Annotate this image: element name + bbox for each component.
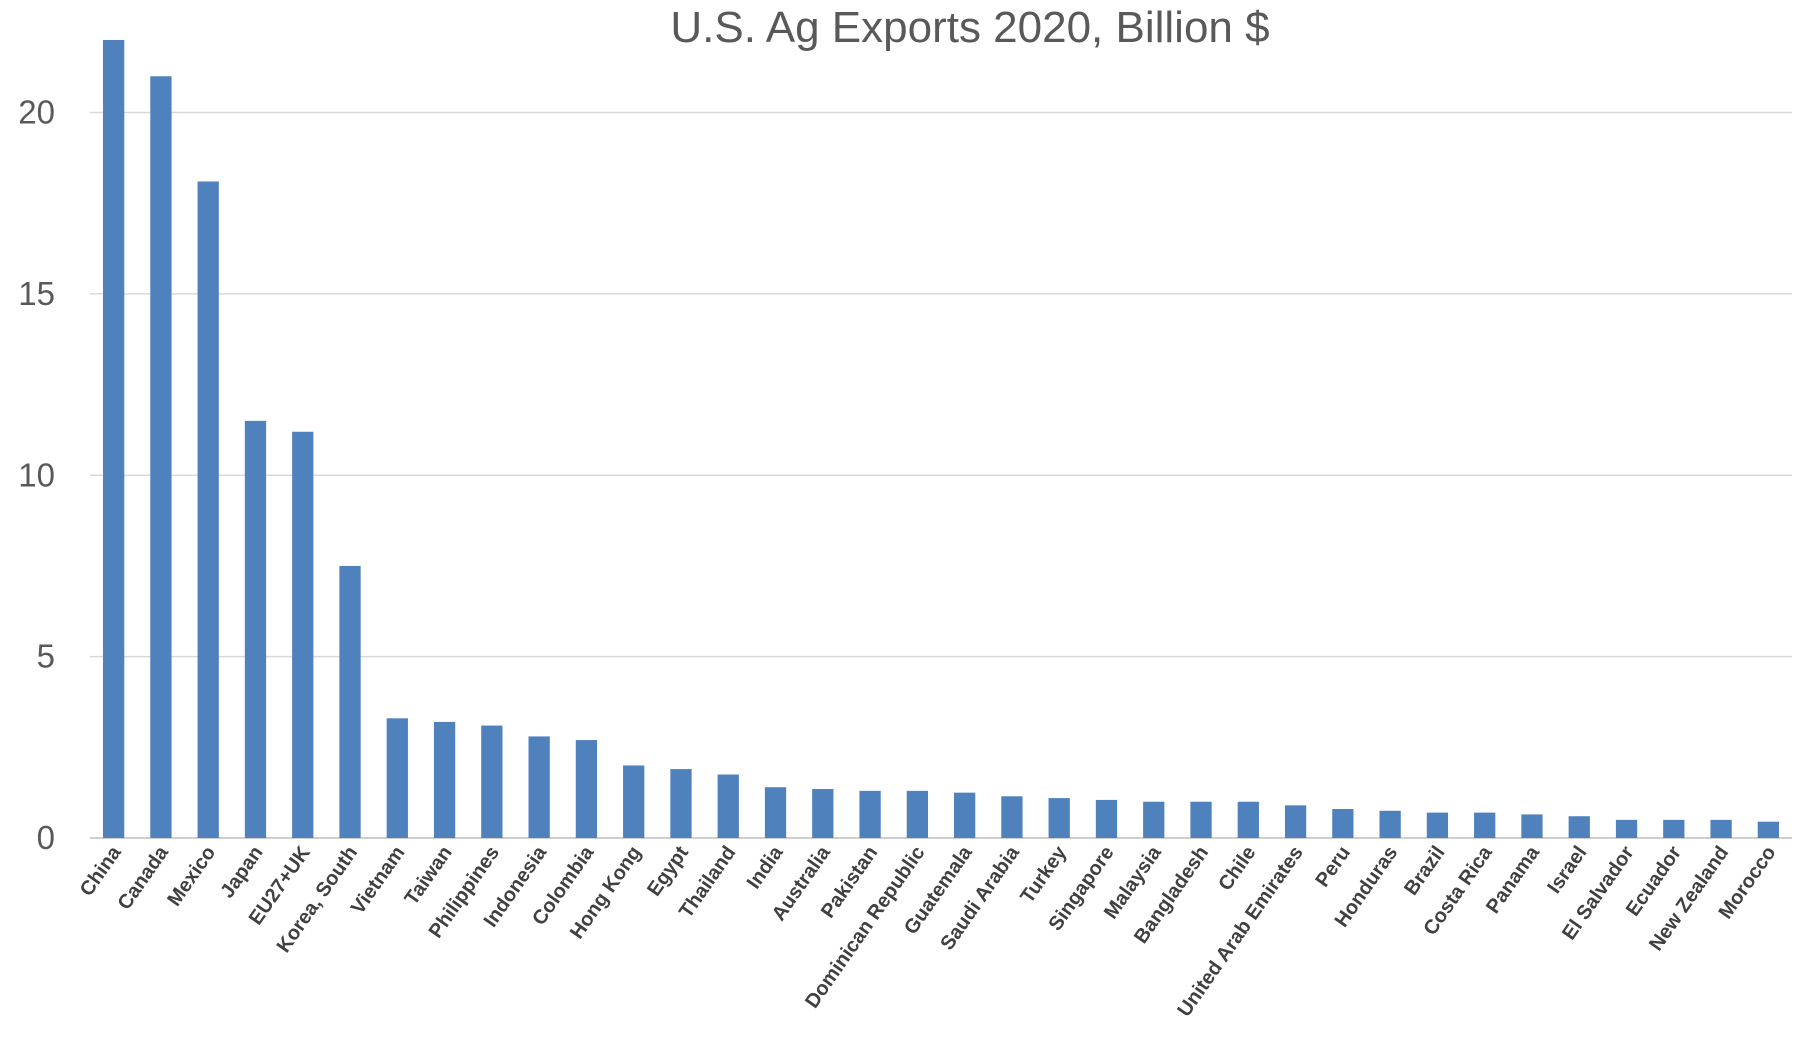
bar bbox=[1615, 819, 1638, 838]
bar bbox=[1710, 819, 1732, 838]
x-tick-label: Chile bbox=[1214, 842, 1260, 895]
bar bbox=[1332, 808, 1354, 838]
x-tick-label: Mexico bbox=[163, 842, 220, 910]
x-tick-label: Israel bbox=[1543, 842, 1591, 897]
bar bbox=[1426, 812, 1449, 838]
bar bbox=[244, 420, 267, 838]
bar bbox=[575, 740, 598, 838]
x-tick-label: Japan bbox=[216, 842, 267, 902]
bar bbox=[1095, 799, 1118, 838]
bar bbox=[1474, 812, 1496, 838]
y-tick-label: 15 bbox=[18, 275, 55, 312]
bar bbox=[1284, 805, 1307, 838]
bar bbox=[1237, 801, 1259, 838]
bar bbox=[1663, 819, 1685, 838]
bar bbox=[103, 40, 125, 838]
bar bbox=[1001, 796, 1023, 838]
x-tick-label: Egypt bbox=[643, 842, 693, 900]
bar bbox=[197, 181, 219, 839]
bar bbox=[481, 725, 503, 838]
bar bbox=[386, 718, 408, 838]
bars bbox=[103, 40, 1779, 839]
bar bbox=[1379, 810, 1401, 838]
chart-title: U.S. Ag Exports 2020, Billion $ bbox=[670, 3, 1269, 52]
bar bbox=[906, 790, 928, 838]
y-tick-label: 20 bbox=[18, 94, 55, 131]
bar bbox=[1521, 814, 1543, 838]
gridlines bbox=[90, 111, 1792, 839]
bar bbox=[670, 769, 692, 838]
bar bbox=[717, 774, 739, 838]
bar bbox=[1190, 801, 1212, 838]
bar bbox=[859, 790, 881, 838]
bar bbox=[623, 765, 645, 838]
bar bbox=[1048, 798, 1070, 838]
bar bbox=[528, 736, 550, 838]
y-tick-label: 5 bbox=[37, 638, 55, 675]
bar bbox=[954, 792, 976, 838]
bar bbox=[339, 565, 361, 838]
bar bbox=[1757, 821, 1779, 838]
x-tick-label: India bbox=[743, 842, 788, 894]
x-tick-label: Peru bbox=[1311, 842, 1355, 891]
bar bbox=[433, 721, 456, 838]
x-tick-label: Brazil bbox=[1400, 842, 1449, 899]
y-tick-label: 10 bbox=[18, 456, 55, 493]
y-tick-label: 0 bbox=[37, 819, 55, 856]
bar bbox=[150, 76, 172, 839]
bar bbox=[292, 431, 314, 838]
bar bbox=[1143, 801, 1165, 838]
bar bbox=[764, 787, 787, 838]
bar bbox=[1568, 816, 1590, 838]
x-tick-label: China bbox=[76, 842, 126, 901]
y-axis-tick-labels: 0 5 10 15 20 bbox=[18, 94, 55, 856]
bar bbox=[812, 789, 834, 838]
x-tick-label: Canada bbox=[114, 842, 174, 915]
